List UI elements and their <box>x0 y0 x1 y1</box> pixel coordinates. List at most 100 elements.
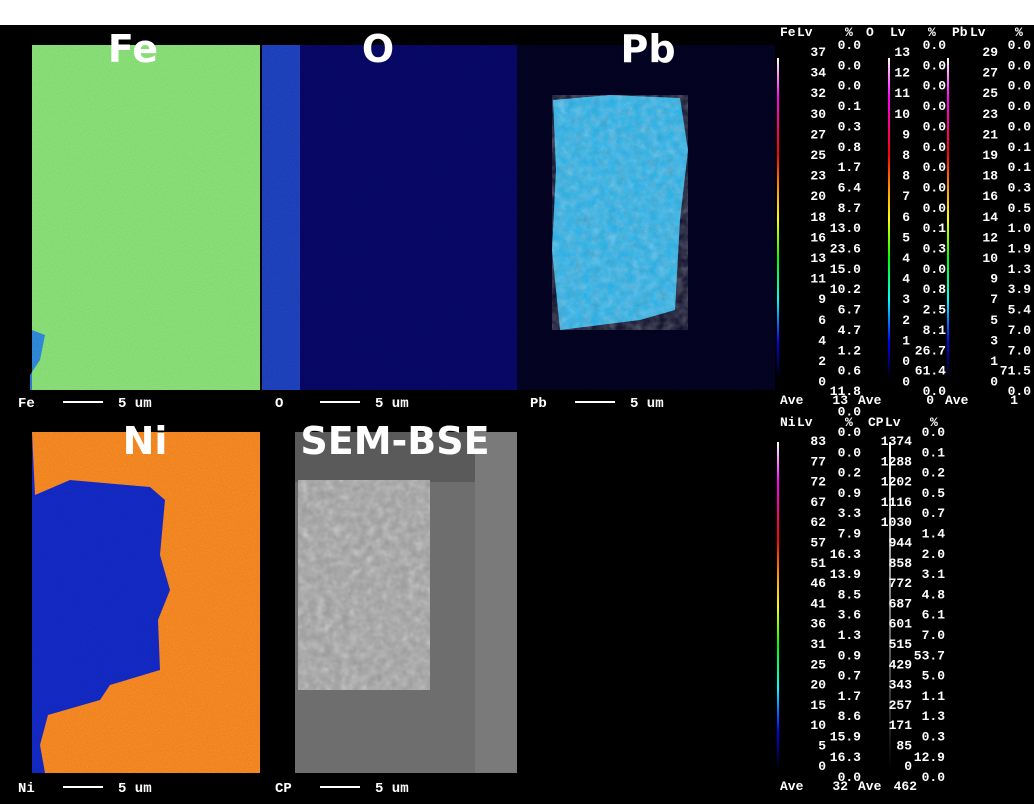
percent-value: 0.3 <box>1008 180 1032 195</box>
level-value: 32 <box>810 86 826 101</box>
percent-value: 0.1 <box>1008 160 1032 175</box>
percent-value: 0.0 <box>923 384 947 399</box>
percent-value: 0.0 <box>923 180 947 195</box>
level-value: 41 <box>810 596 826 611</box>
percent-value: 5.4 <box>1008 303 1032 318</box>
level-value: 83 <box>810 434 826 449</box>
level-value: 67 <box>810 495 826 510</box>
lv-header: Lv <box>890 25 906 40</box>
ave-label: Ave <box>945 393 969 408</box>
ave-value: 32 <box>832 779 848 794</box>
level-value: 0 <box>904 759 912 774</box>
level-value: 2 <box>902 313 910 328</box>
percent-value: 8.5 <box>838 587 862 602</box>
percent-value: 0.0 <box>923 79 947 94</box>
table-element: O <box>866 25 874 40</box>
percent-value: 1.4 <box>922 527 946 542</box>
scale-length-label: 5 um <box>375 781 409 797</box>
percent-value: 15.9 <box>830 730 861 745</box>
sem-bse-image <box>295 432 517 773</box>
level-value: 25 <box>810 148 826 163</box>
level-value: 10 <box>810 718 826 733</box>
percent-value: 8.1 <box>923 323 947 338</box>
level-value: 0 <box>818 375 826 390</box>
pct-header: % <box>845 415 853 430</box>
percent-value: 0.7 <box>838 669 861 684</box>
percent-value: 13.0 <box>830 221 861 236</box>
level-value: 3 <box>990 333 998 348</box>
level-value: 1288 <box>881 454 912 469</box>
percent-value: 0.0 <box>838 404 862 419</box>
level-value: 0 <box>902 354 910 369</box>
level-value: 5 <box>818 739 826 754</box>
percent-value: 2.0 <box>922 547 946 562</box>
level-value: 772 <box>889 576 913 591</box>
level-value: 0 <box>902 375 910 390</box>
level-value: 46 <box>810 576 826 591</box>
percent-value: 8.6 <box>838 709 862 724</box>
percent-value: 0.7 <box>922 506 945 521</box>
table-element: Pb <box>952 25 968 40</box>
percent-value: 0.2 <box>838 466 862 481</box>
level-value: 18 <box>810 210 826 225</box>
ni-map <box>32 432 260 773</box>
percent-value: 7.9 <box>838 527 862 542</box>
level-value: 2 <box>818 354 826 369</box>
pct-header: % <box>930 415 938 430</box>
percent-value: 0.0 <box>922 425 946 440</box>
percent-value: 1.3 <box>1008 262 1032 277</box>
percent-value: 4.8 <box>922 587 946 602</box>
level-value: 1116 <box>881 495 912 510</box>
percent-value: 0.1 <box>838 99 862 114</box>
level-value: 0 <box>990 375 998 390</box>
level-value: 51 <box>810 556 826 571</box>
level-value: 36 <box>810 617 826 632</box>
panel-label: SEM-BSE <box>300 419 489 463</box>
percent-value: 0.0 <box>838 58 862 73</box>
level-value: 171 <box>889 718 913 733</box>
table-element: Fe <box>780 25 796 40</box>
level-value: 8 <box>902 148 910 163</box>
level-value: 6 <box>902 210 910 225</box>
percent-value: 0.0 <box>1008 38 1032 53</box>
level-value: 4 <box>902 251 910 266</box>
lv-header: Lv <box>797 25 813 40</box>
ave-value: 462 <box>894 779 918 794</box>
o-color-bar <box>888 58 890 380</box>
percent-value: 13.9 <box>830 567 861 582</box>
percent-value: 16.3 <box>830 547 861 562</box>
pct-header: % <box>928 25 936 40</box>
level-value: 4 <box>902 272 910 287</box>
ave-label: Ave <box>780 779 804 794</box>
level-value: 23 <box>982 107 998 122</box>
percent-value: 0.5 <box>1008 201 1032 216</box>
percent-value: 0.0 <box>923 140 947 155</box>
level-value: 687 <box>889 596 912 611</box>
percent-value: 0.0 <box>1008 119 1032 134</box>
percent-value: 0.0 <box>1008 384 1032 399</box>
lv-header: Lv <box>797 415 813 430</box>
percent-value: 0.0 <box>838 425 862 440</box>
percent-value: 12.9 <box>914 750 945 765</box>
level-value: 14 <box>982 210 998 225</box>
percent-value: 0.8 <box>923 282 947 297</box>
pb-map <box>517 45 775 390</box>
percent-value: 0.3 <box>922 730 946 745</box>
level-value: 27 <box>810 127 826 142</box>
level-value: 13 <box>810 251 826 266</box>
pct-header: % <box>845 25 853 40</box>
level-value: 72 <box>810 475 826 490</box>
pct-header: % <box>1015 25 1023 40</box>
percent-value: 26.7 <box>915 343 946 358</box>
table-element: CP <box>868 415 884 430</box>
percent-value: 0.0 <box>1008 79 1032 94</box>
percent-value: 23.6 <box>830 242 861 257</box>
percent-value: 0.0 <box>923 201 947 216</box>
level-value: 18 <box>982 169 998 184</box>
percent-value: 0.0 <box>923 119 947 134</box>
o-map <box>262 45 517 390</box>
level-value: 21 <box>982 127 998 142</box>
level-value: 944 <box>889 536 913 551</box>
percent-value: 4.7 <box>838 323 861 338</box>
ave-value: 13 <box>832 393 848 408</box>
